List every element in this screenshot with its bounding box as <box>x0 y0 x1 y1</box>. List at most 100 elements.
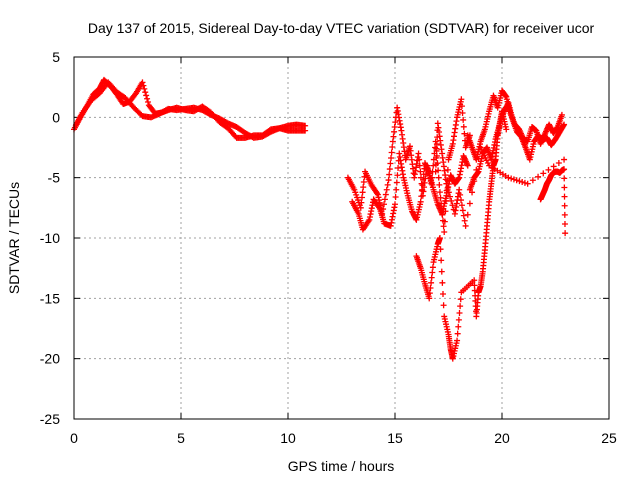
data-point <box>471 178 478 185</box>
data-point <box>426 295 433 302</box>
x-tick-labels: 0 5 10 15 20 25 <box>70 430 617 446</box>
data-point <box>535 173 542 180</box>
data-point <box>437 246 444 253</box>
data-point <box>459 110 466 117</box>
data-point <box>441 228 448 235</box>
y-axis-label: SDTVAR / TECUs <box>6 182 22 294</box>
data-point <box>513 177 520 184</box>
data-point <box>142 89 149 96</box>
plot-frame <box>73 56 610 420</box>
data-point <box>462 222 469 229</box>
data-point <box>432 168 439 175</box>
data-point <box>447 193 454 200</box>
data-point <box>455 316 462 323</box>
series-ucor-tail <box>537 166 569 237</box>
y-tick-label: -20 <box>40 351 60 367</box>
x-tick-label: 10 <box>280 430 296 446</box>
data-point <box>426 290 433 297</box>
data-point <box>460 116 467 123</box>
data-point <box>464 211 471 218</box>
data-point <box>561 121 568 128</box>
data-point <box>471 282 478 289</box>
data-point <box>519 178 526 185</box>
data-point <box>440 302 447 309</box>
data-point <box>471 277 478 284</box>
x-tick-label: 15 <box>387 430 403 446</box>
data-point <box>449 202 456 209</box>
series-ucor-track-b <box>73 79 309 141</box>
data-point <box>393 186 400 193</box>
data-point <box>458 96 465 103</box>
data-point <box>562 230 569 237</box>
data-point <box>561 156 568 163</box>
y-tick-label: -10 <box>40 230 60 246</box>
data-point <box>384 181 391 188</box>
data-point <box>433 154 440 161</box>
data-point <box>561 175 568 182</box>
series-ucor-scatter <box>432 120 568 229</box>
chart-title: Day 137 of 2015, Sidereal Day-to-day VTE… <box>88 20 595 36</box>
data-point <box>444 185 451 192</box>
data-point <box>144 98 151 105</box>
data-point <box>524 180 531 187</box>
data-point <box>460 212 467 219</box>
data-point <box>380 201 387 208</box>
data-point <box>430 162 437 169</box>
data-marks <box>71 76 569 362</box>
data-point <box>420 171 427 178</box>
data-point <box>516 178 523 185</box>
data-point <box>456 186 463 193</box>
data-point <box>416 156 423 163</box>
data-point <box>418 193 425 200</box>
y-tick-label: 0 <box>52 109 60 125</box>
data-point <box>444 166 451 173</box>
x-tick-label: 25 <box>601 430 617 446</box>
data-point <box>510 176 517 183</box>
data-point <box>140 82 147 89</box>
y-tick-labels: 5 0 -5 -10 -15 -20 -25 <box>40 49 60 427</box>
data-point <box>457 296 464 303</box>
data-point <box>360 178 367 185</box>
data-point <box>360 184 367 191</box>
y-tick-label: 5 <box>52 49 60 65</box>
data-point <box>427 284 434 291</box>
data-point <box>417 198 424 205</box>
data-point <box>436 181 443 188</box>
data-point <box>415 150 422 157</box>
data-point <box>433 141 440 148</box>
data-point <box>387 160 394 167</box>
data-point <box>438 268 445 275</box>
series-ucor-track-d <box>349 150 471 233</box>
data-point <box>443 180 450 187</box>
data-point <box>457 303 464 310</box>
data-point <box>454 337 461 344</box>
x-tick-label: 0 <box>70 430 78 446</box>
data-point <box>417 168 424 175</box>
data-point <box>419 182 426 189</box>
data-point <box>561 221 568 228</box>
data-point <box>393 179 400 186</box>
data-point <box>357 204 364 211</box>
data-point <box>436 189 443 196</box>
data-point <box>438 257 445 264</box>
data-point <box>445 189 452 196</box>
data-point <box>432 144 439 151</box>
data-point <box>458 103 465 110</box>
data-point <box>428 274 435 281</box>
data-point <box>389 143 396 150</box>
data-point <box>540 170 547 177</box>
data-point <box>302 122 309 129</box>
data-point <box>505 174 512 181</box>
data-point <box>433 147 440 154</box>
data-point <box>139 79 146 86</box>
data-point <box>469 189 476 196</box>
data-point <box>503 126 510 133</box>
data-point <box>457 191 464 198</box>
y-tick-label: -25 <box>40 411 60 427</box>
data-point <box>461 130 468 137</box>
data-point <box>456 309 463 316</box>
data-point <box>561 166 568 173</box>
data-point <box>561 202 568 209</box>
data-point <box>508 175 515 182</box>
data-point <box>461 217 468 224</box>
